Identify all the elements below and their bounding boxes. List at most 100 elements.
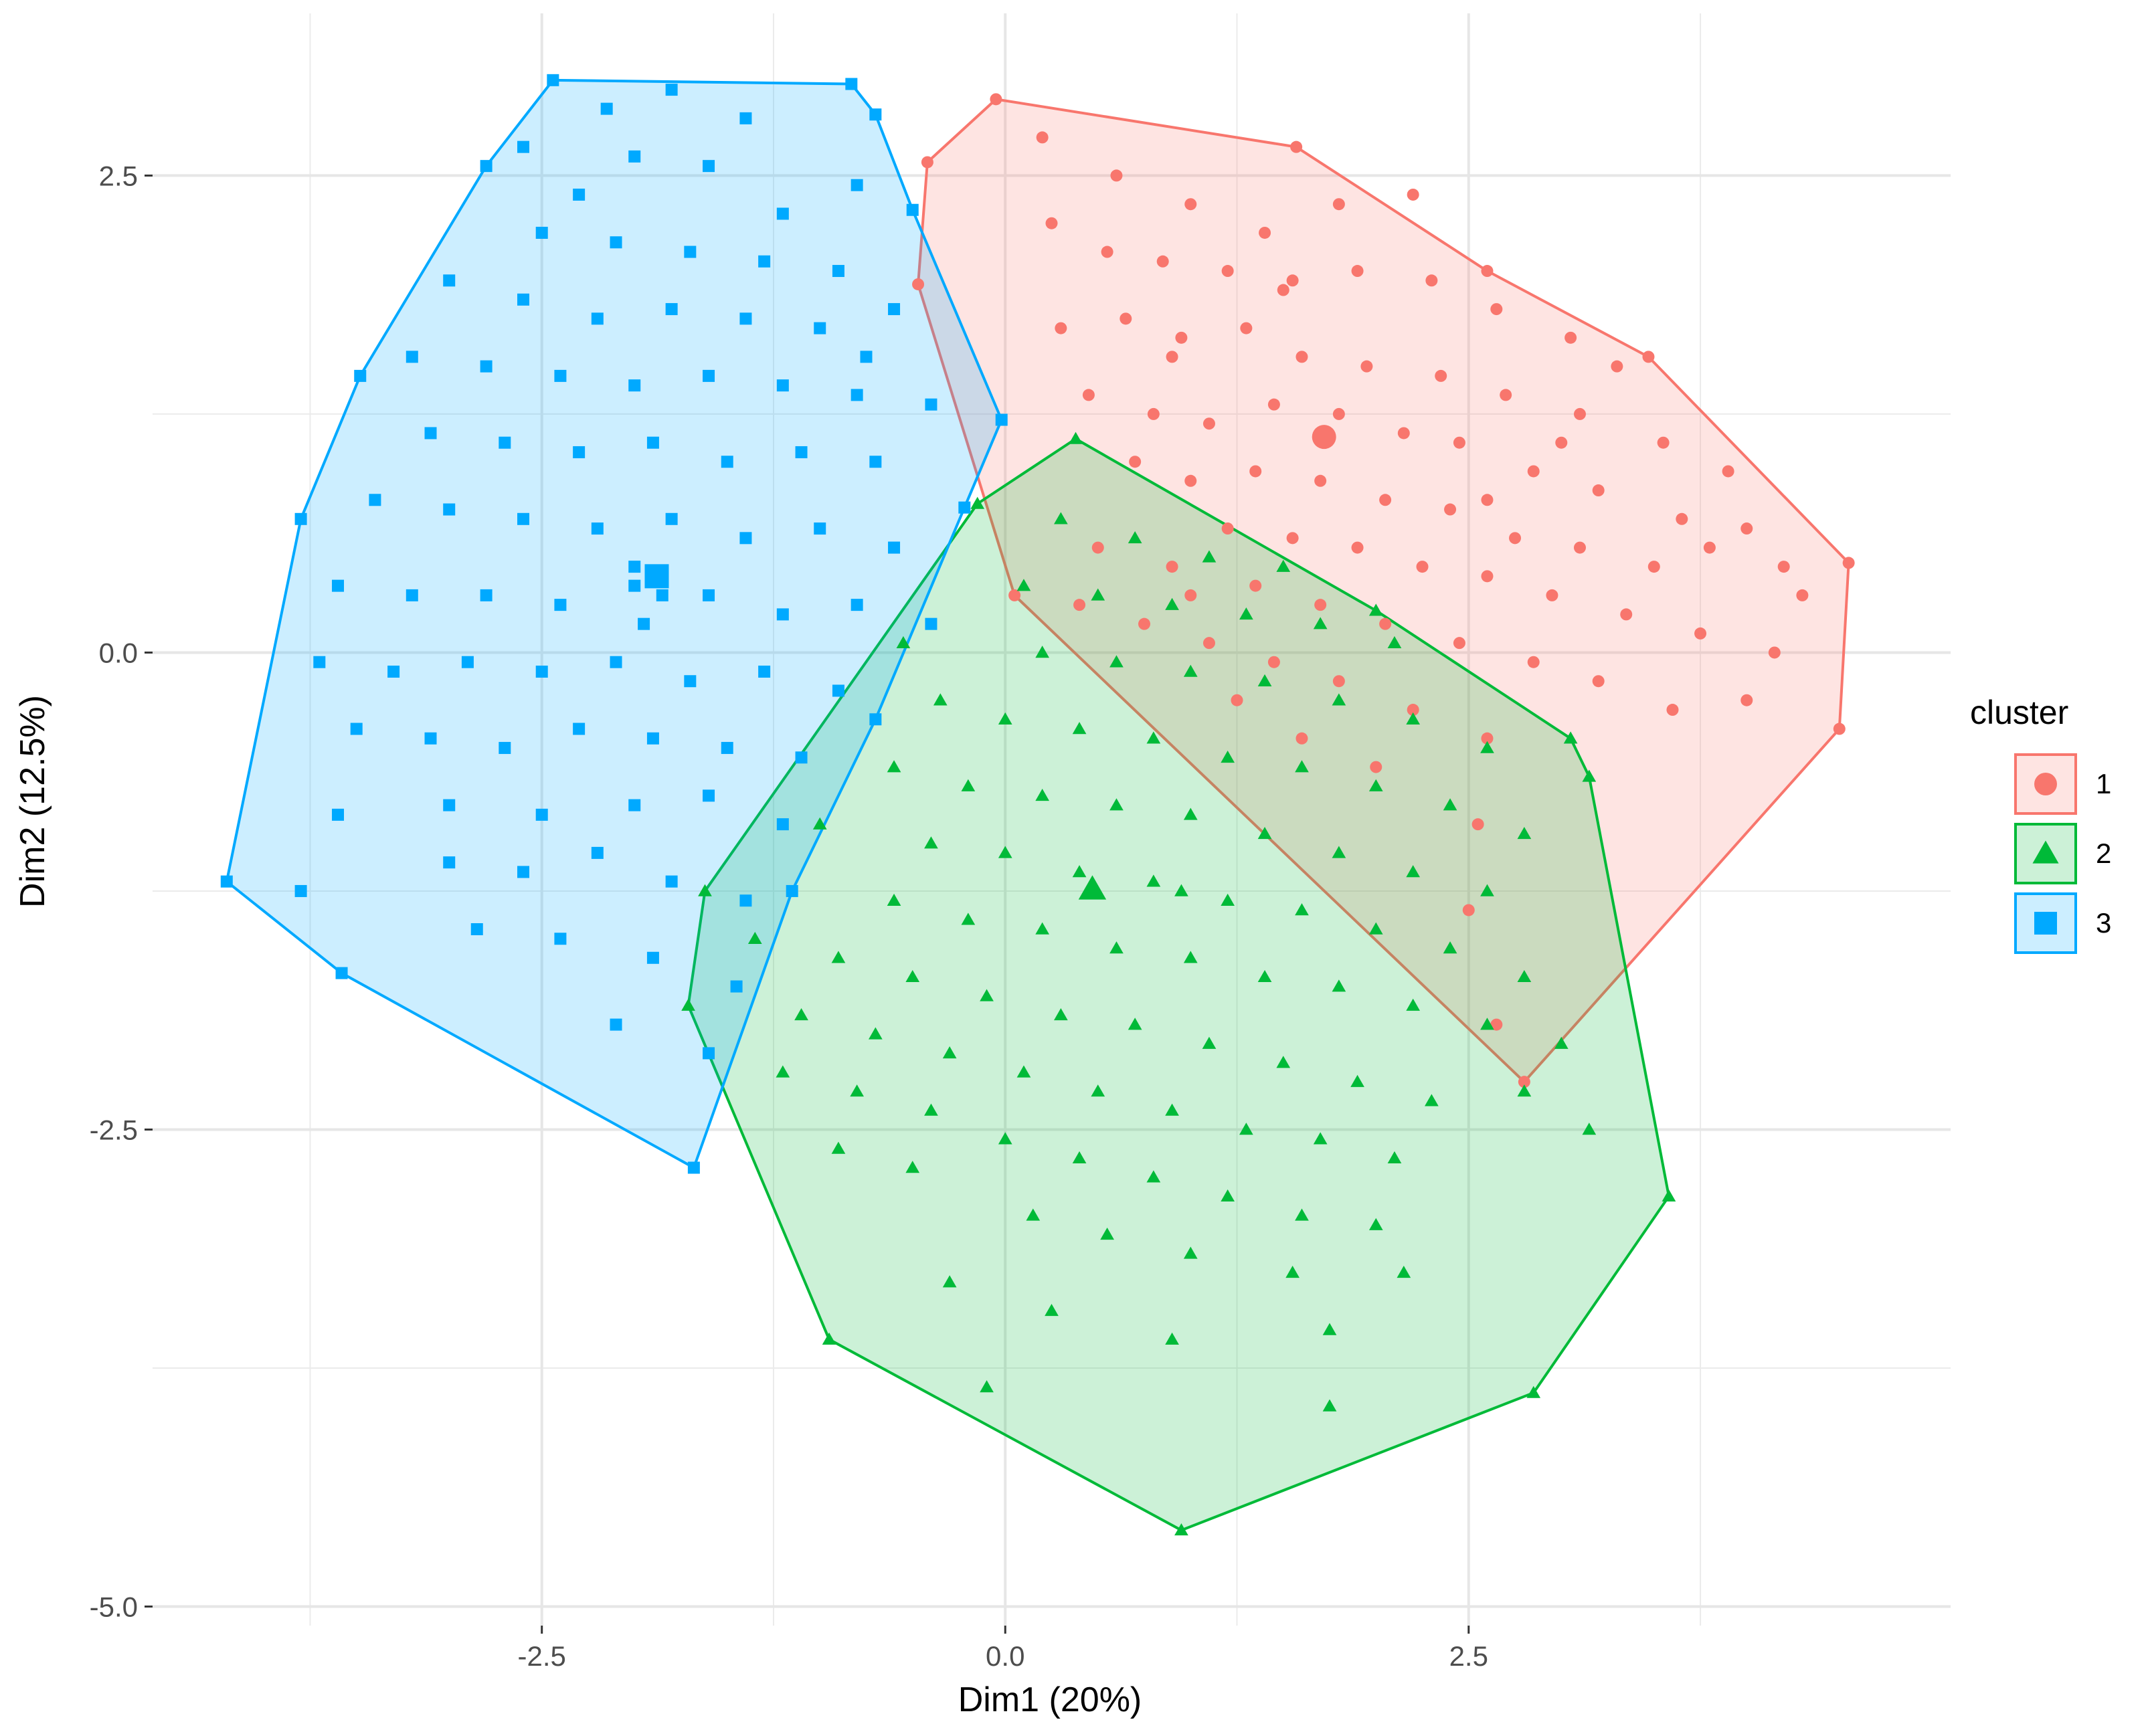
cluster-1-point [1332,675,1345,688]
cluster-1-point [1416,561,1429,573]
cluster-2-point [1221,893,1235,906]
cluster-3-point [860,351,873,363]
cluster-2-point [1035,788,1049,801]
cluster-2-point [887,893,901,906]
cluster-2-point [1276,559,1291,572]
cluster-1-point [1184,198,1197,211]
cluster-2-point [1295,760,1309,773]
cluster-2-point [1221,1189,1235,1202]
cluster-1-point [1453,637,1465,650]
cluster-1-point [1120,312,1132,325]
cluster-2-point [831,951,846,963]
cluster-3-point [776,608,789,621]
cluster-3-point [739,894,752,907]
cluster-2-hull-point [1368,603,1383,616]
cluster-3-point [406,351,418,363]
cluster-3-hull-point [869,108,882,121]
cluster-3-point [795,751,808,764]
cluster-2-point [1332,979,1346,992]
cluster-2-point [1257,674,1272,686]
cluster-2-hull-point [1526,1385,1541,1398]
cluster-1-point [1156,255,1169,268]
cluster-2-point [933,693,948,706]
cluster-3-point [814,322,826,334]
cluster-1-point [1471,818,1484,831]
cluster-2-point [1183,1246,1198,1259]
cluster-3-hull-point [687,1161,700,1174]
cluster-3-point [851,179,863,191]
cluster-2-point [1165,1103,1179,1116]
cluster-1-point [1295,732,1308,745]
cluster-3-point [721,456,733,468]
cluster-3-point [888,541,901,554]
cluster-3-point [573,188,586,201]
cluster-2-hull-point [1582,769,1597,782]
cluster-3-point [480,589,493,601]
cluster-3-hull-point [294,512,307,525]
cluster-2-hull-point [822,1332,836,1345]
cluster-1-point [1166,561,1178,573]
cluster-1-point [1527,465,1540,478]
cluster-2-point [1257,969,1272,983]
cluster-2-hull-point [698,884,712,896]
cluster-3-point [554,599,567,611]
cluster-3-point [703,789,715,802]
cluster-3-point [350,722,363,735]
cluster-1-hull-point [990,93,1002,106]
cluster-2-point [1128,1018,1142,1030]
cluster-1-point [1147,407,1160,420]
cluster-2-point [1072,1151,1087,1164]
y-tick-label: 0.0 [99,637,138,668]
cluster-2-point [998,712,1012,725]
cluster-1-point [1453,436,1465,449]
cluster-2-point [1146,731,1161,744]
cluster-1-point [1129,456,1142,468]
cluster-2-point [1368,922,1383,935]
cluster-3-point [656,589,668,601]
cluster-2-point [1109,655,1124,668]
cluster-3-point [610,1018,622,1031]
cluster-1-point [1332,198,1345,211]
cluster-1-point [1379,617,1392,630]
cluster-2-point [1350,1074,1364,1087]
cluster-2-point [998,1132,1012,1145]
cluster-1-point [1231,694,1243,706]
cluster-2-point [1165,597,1179,610]
cluster-2-point [1313,617,1328,630]
cluster-3-point [517,140,530,153]
cluster-2-point [1480,741,1494,753]
cluster-2-point [1480,1018,1494,1030]
cluster-3-hull-point [845,78,858,90]
cluster-1-point [1435,369,1447,382]
cluster-1-point [1351,541,1364,554]
cluster-1-point [1045,217,1058,229]
cluster-3-point [591,846,604,859]
cluster-1-hull-point [1518,1076,1530,1088]
cluster-1-hull-point [912,278,925,290]
cluster-3-point [499,742,511,755]
cluster-1-point [1611,360,1623,373]
cluster-2-point [1322,1323,1337,1335]
cluster-3-point [591,522,604,535]
cluster-1-point [1444,503,1457,516]
cluster-3-point [443,799,456,811]
cluster-1-point [1110,169,1123,182]
cluster-3-point [573,446,586,458]
cluster-2-point [1368,779,1383,791]
cluster-3-point [646,732,659,745]
cluster-3-point [832,265,844,278]
cluster-3-centroid [644,564,669,589]
cluster-2-point [868,1027,883,1040]
cluster-2-point [1425,1094,1439,1106]
legend-marker-2 [2032,840,2059,864]
cluster-3-point [646,951,659,964]
cluster-1-hull-point [1642,351,1655,363]
cluster-2-point [1332,693,1346,706]
cluster-1-point [1657,436,1670,449]
cluster-2-point [1183,951,1198,963]
cluster-2-point [1054,1007,1068,1021]
cluster-3-point [684,675,697,688]
cluster-3-point [721,742,733,755]
cluster-1-point [1295,351,1308,363]
